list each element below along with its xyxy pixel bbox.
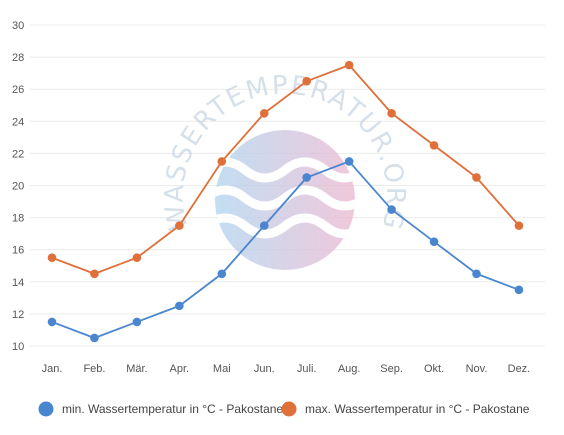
data-point xyxy=(217,157,227,166)
legend-label-max: max. Wassertemperatur in °C - Pakostane xyxy=(305,402,530,416)
data-point xyxy=(387,205,396,214)
data-point xyxy=(344,157,354,166)
x-tick-label: Aug. xyxy=(338,363,361,375)
data-point xyxy=(90,333,99,343)
data-point xyxy=(472,269,481,279)
data-point xyxy=(344,60,354,70)
data-point xyxy=(175,301,184,311)
y-axis-ticks: 10 12 14 16 18 20 22 24 26 28 30 xyxy=(12,20,24,353)
data-point xyxy=(132,317,142,327)
data-point xyxy=(429,141,439,150)
x-tick-label: Sep. xyxy=(380,363,403,375)
watermark-wave xyxy=(215,213,355,239)
series-line-0 xyxy=(51,160,520,339)
watermark: WASSERTEMPERATUR.ORG xyxy=(160,71,408,270)
x-tick-label: Mai xyxy=(213,363,231,375)
watermark-wave xyxy=(215,157,355,183)
data-point xyxy=(472,173,481,182)
watermark-wave xyxy=(215,185,355,211)
data-point xyxy=(514,285,524,295)
y-tick-label: 18 xyxy=(12,213,24,225)
data-point xyxy=(47,253,57,263)
series-line-1 xyxy=(51,64,520,275)
x-tick-label: Jan. xyxy=(42,363,63,375)
y-tick-label: 28 xyxy=(12,52,24,64)
x-tick-label: Juli. xyxy=(297,363,317,375)
x-tick-label: Jun. xyxy=(254,363,275,375)
data-point xyxy=(429,237,439,246)
y-tick-label: 24 xyxy=(12,116,24,128)
y-tick-label: 20 xyxy=(12,181,24,193)
data-point xyxy=(259,221,269,230)
x-tick-label: Mär. xyxy=(126,363,147,375)
data-point xyxy=(387,108,396,118)
data-point xyxy=(259,108,269,118)
legend-marker-max xyxy=(281,401,297,417)
y-tick-label: 12 xyxy=(12,309,24,321)
legend-label-min: min. Wassertemperatur in °C - Pakostane xyxy=(62,402,283,416)
data-point xyxy=(302,173,312,182)
x-tick-label: Feb. xyxy=(83,363,105,375)
x-tick-label: Dez. xyxy=(508,363,531,375)
legend-marker-min xyxy=(38,401,54,417)
x-tick-label: Okt. xyxy=(424,363,444,375)
series-layer xyxy=(47,60,524,343)
y-tick-label: 10 xyxy=(12,341,24,353)
data-point xyxy=(47,317,57,327)
y-tick-label: 30 xyxy=(12,20,24,32)
data-point xyxy=(302,76,312,86)
x-tick-label: Nov. xyxy=(466,363,488,375)
data-point xyxy=(132,253,142,263)
y-tick-label: 22 xyxy=(12,148,24,160)
data-point xyxy=(217,269,227,279)
x-axis-ticks: Jan. Feb. Mär. Apr. Mai Jun. Juli. Aug. Sep. Okt.… xyxy=(42,363,531,375)
data-point xyxy=(90,269,99,279)
data-point xyxy=(175,221,184,230)
data-point xyxy=(514,221,524,230)
y-tick-label: 26 xyxy=(12,84,24,96)
x-tick-label: Apr. xyxy=(170,363,190,375)
y-tick-label: 16 xyxy=(12,245,24,257)
legend: min. Wassertemperatur in °C - Pakostane … xyxy=(38,401,530,417)
y-tick-label: 14 xyxy=(12,277,24,289)
